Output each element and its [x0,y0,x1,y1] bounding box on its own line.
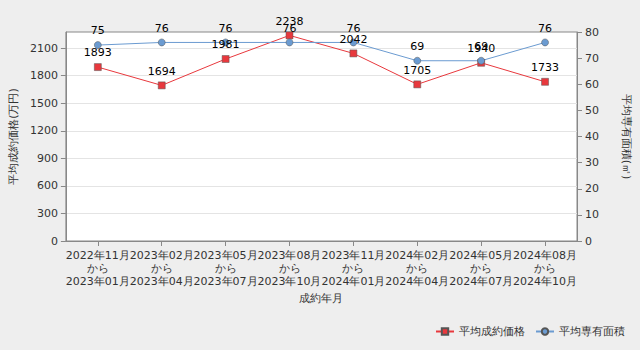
svg-text:2238: 2238 [275,14,304,28]
svg-text:2023年08月: 2023年08月 [258,249,322,262]
svg-text:76: 76 [155,22,169,35]
svg-text:1940: 1940 [467,42,496,55]
svg-text:1705: 1705 [403,64,431,77]
svg-text:から: から [470,262,492,275]
svg-text:50: 50 [585,104,599,117]
svg-text:1694: 1694 [148,65,176,78]
svg-text:から: から [342,262,364,275]
svg-text:76: 76 [219,22,233,35]
svg-text:2100: 2100 [30,42,58,55]
svg-text:300: 300 [37,207,58,220]
svg-text:69: 69 [474,40,488,53]
svg-text:平均成約価格: 平均成約価格 [459,325,525,338]
svg-text:1893: 1893 [84,46,112,59]
svg-text:平均専有面積: 平均専有面積 [559,325,625,338]
svg-text:20: 20 [585,182,599,195]
svg-text:2042: 2042 [339,32,368,46]
svg-text:0: 0 [51,235,58,248]
svg-text:平均成約価格(万円): 平均成約価格(万円) [7,88,20,185]
svg-text:2024年07月: 2024年07月 [449,275,513,288]
svg-text:から: から [151,262,173,275]
svg-text:から: から [215,262,237,275]
svg-text:30: 30 [585,156,599,169]
svg-text:70: 70 [585,52,599,65]
svg-text:2022年11月: 2022年11月 [66,249,130,262]
svg-text:2023年02月: 2023年02月 [130,249,194,262]
svg-text:2023年05月: 2023年05月 [194,249,258,262]
svg-text:2023年11月: 2023年11月 [321,249,385,262]
svg-text:成約年月: 成約年月 [299,292,343,305]
svg-text:76: 76 [283,22,297,35]
svg-text:1800: 1800 [30,69,58,82]
svg-text:0: 0 [585,235,592,248]
svg-text:2023年07月: 2023年07月 [194,275,258,288]
svg-text:76: 76 [538,22,552,35]
svg-text:1733: 1733 [531,61,559,74]
svg-text:600: 600 [37,179,58,192]
svg-text:76: 76 [346,22,360,35]
svg-text:2024年02月: 2024年02月 [385,249,449,262]
svg-text:1981: 1981 [212,38,240,51]
svg-text:2024年04月: 2024年04月 [385,275,449,288]
svg-text:2024年05月: 2024年05月 [449,249,513,262]
svg-text:2023年04月: 2023年04月 [130,275,194,288]
svg-text:40: 40 [585,130,599,143]
svg-text:2024年10月: 2024年10月 [513,275,577,288]
svg-text:2023年10月: 2023年10月 [258,275,322,288]
svg-text:から: から [87,262,109,275]
svg-text:2023年01月: 2023年01月 [66,275,130,288]
svg-text:平均専有面積(㎡): 平均専有面積(㎡) [620,94,633,180]
svg-text:2024年08月: 2024年08月 [513,249,577,262]
svg-text:60: 60 [585,78,599,91]
svg-text:900: 900 [37,152,58,165]
svg-text:1200: 1200 [30,124,58,137]
svg-text:69: 69 [410,40,424,53]
svg-text:から: から [406,262,428,275]
svg-text:10: 10 [585,208,599,221]
svg-text:から: から [279,262,301,275]
svg-text:から: から [534,262,556,275]
svg-text:75: 75 [91,24,105,37]
svg-text:1500: 1500 [30,97,58,110]
svg-text:2024年01月: 2024年01月 [321,275,385,288]
svg-text:80: 80 [585,26,599,39]
